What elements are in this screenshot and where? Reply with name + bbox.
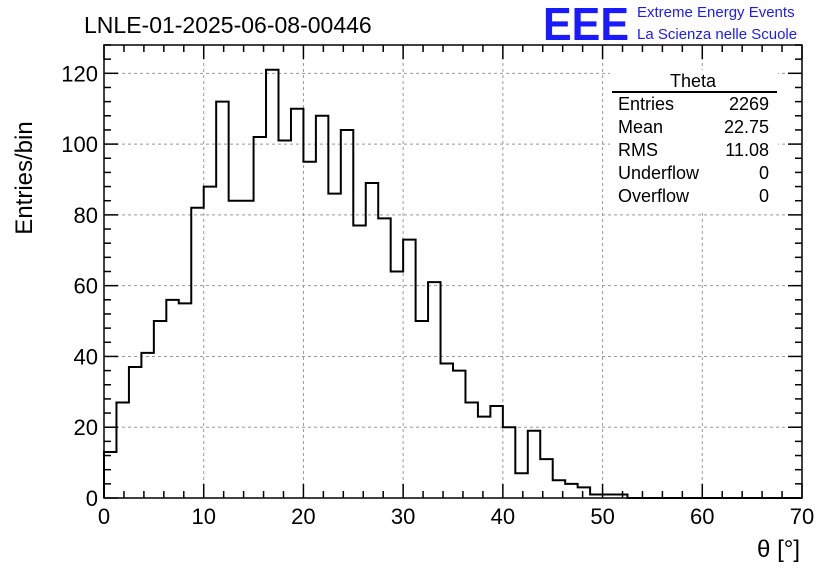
stats-overflow-value: 0 — [759, 186, 769, 206]
stats-mean-value: 22.75 — [724, 117, 769, 137]
x-tick-label: 0 — [98, 504, 110, 529]
chart-title: LNLE-01-2025-06-08-00446 — [84, 12, 372, 38]
eee-logo-mark: EEE — [543, 0, 629, 50]
stats-underflow-value: 0 — [759, 163, 769, 183]
x-tick-label: 40 — [491, 504, 515, 529]
x-axis-label: θ [°] — [757, 536, 800, 563]
y-tick-label: 20 — [74, 415, 98, 440]
y-tick-label: 100 — [61, 132, 98, 157]
y-tick-label: 60 — [74, 274, 98, 299]
x-tick-label: 30 — [391, 504, 415, 529]
y-tick-label: 80 — [74, 203, 98, 228]
x-tick-label: 20 — [291, 504, 315, 529]
stats-rms-value: 11.08 — [725, 140, 769, 160]
stats-box-title: Theta — [670, 71, 717, 91]
y-tick-label: 120 — [61, 61, 98, 86]
logo-line-1: Extreme Energy Events — [637, 4, 795, 21]
x-tick-label: 10 — [191, 504, 215, 529]
x-tick-label: 60 — [690, 504, 714, 529]
x-tick-label: 50 — [590, 504, 614, 529]
stats-entries-value: 2269 — [729, 94, 769, 114]
stats-mean-label: Mean — [618, 117, 663, 137]
stats-entries-label: Entries — [618, 94, 674, 114]
logo-line-2: La Scienza nelle Scuole — [637, 26, 797, 43]
stats-rms-label: RMS — [618, 140, 658, 160]
x-tick-label: 70 — [790, 504, 814, 529]
y-axis-label: Entries/bin — [11, 121, 38, 234]
axis-tick-labels: 0 10 20 30 40 50 60 70 0 20 40 60 80 100 120 — [61, 61, 814, 529]
stats-underflow-label: Underflow — [618, 163, 700, 183]
stats-overflow-label: Overflow — [618, 186, 690, 206]
axis-ticks — [103, 44, 803, 499]
grid-lines — [104, 45, 802, 498]
stats-box-background — [610, 70, 778, 210]
y-tick-label: 40 — [74, 344, 98, 369]
stats-box: Theta Entries 2269 Mean 22.75 RMS 11.08 … — [610, 70, 778, 210]
histogram-series-line — [103, 68, 802, 499]
y-tick-label: 0 — [86, 486, 98, 511]
